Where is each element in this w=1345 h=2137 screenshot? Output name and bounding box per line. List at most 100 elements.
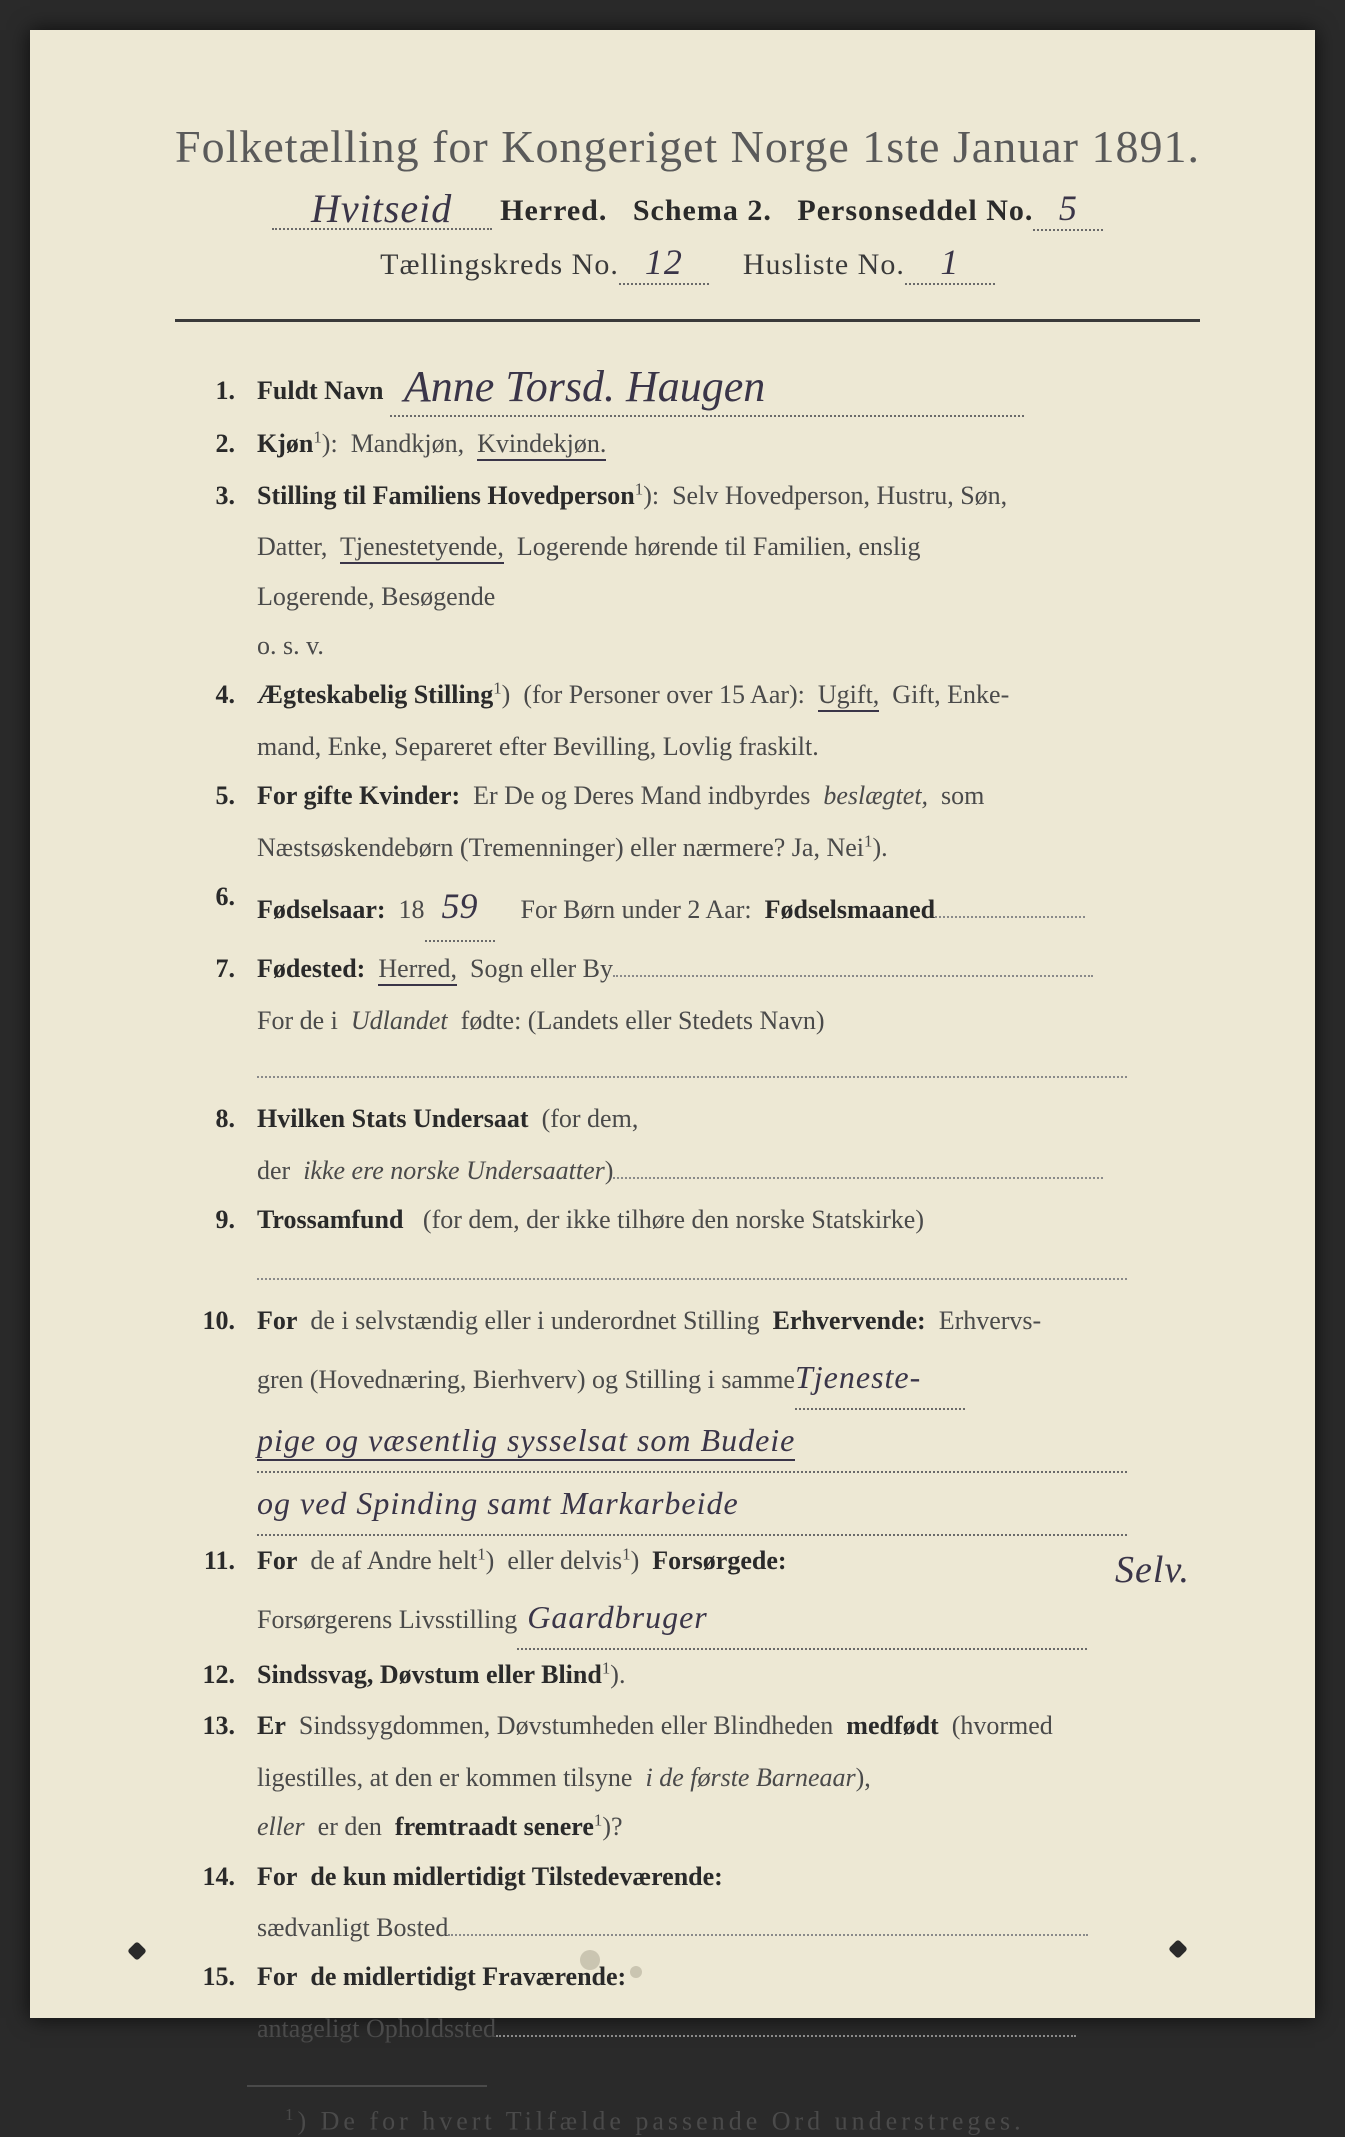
- q7-dots-line: [175, 1045, 1200, 1094]
- q1-row: 1. Fuldt Navn Anne Torsd. Haugen: [175, 366, 1200, 417]
- q3-sup: 1: [635, 479, 643, 498]
- q2-row: 2. Kjøn1): Mandkjøn, Kvindekjøn.: [175, 419, 1200, 468]
- q9-label: Trossamfund: [257, 1205, 403, 1234]
- q2-num: 2.: [175, 419, 257, 468]
- q12-content: Sindssvag, Døvstum eller Blind1).: [257, 1650, 1200, 1699]
- stain-1: [580, 1950, 600, 1970]
- q10-hand1: Tjeneste-: [795, 1359, 921, 1395]
- q3-line2-sel: Tjenestetyende,: [340, 532, 504, 564]
- q14-content: For de kun midlertidigt Tilstedeværende:: [257, 1852, 1200, 1901]
- kreds-field: 12: [619, 241, 709, 285]
- q8-num: 8.: [175, 1094, 257, 1143]
- pin-left: [127, 1941, 147, 1961]
- q3-line4: o. s. v.: [175, 621, 1200, 670]
- q11-sup2: 1: [622, 1544, 630, 1563]
- q5-line2-wrap: Næstsøskendebørn (Tremenninger) eller næ…: [175, 823, 1200, 872]
- q1-value: Anne Torsd. Haugen: [404, 362, 765, 411]
- footnote-sup: 1: [285, 2105, 297, 2124]
- q12-row: 12. Sindssvag, Døvstum eller Blind1).: [175, 1650, 1200, 1699]
- q10-hand3-wrap: og ved Spinding samt Markarbeide: [175, 1473, 1200, 1536]
- q14-line2: sædvanligt Bosted: [257, 1913, 448, 1942]
- page-background: Folketælling for Kongeriget Norge 1ste J…: [0, 0, 1345, 2048]
- q15-line1a: For: [257, 1962, 297, 1991]
- q15-line2: antageligt Opholdssted: [257, 2014, 496, 2043]
- q5-line1b: som: [941, 781, 984, 810]
- q11-num: 11.: [175, 1536, 257, 1585]
- q13-line2b: ),: [856, 1763, 871, 1792]
- q10-hand2-field: pige og væsentlig sysselsat som Budeie: [257, 1410, 1127, 1473]
- q12-sup: 1: [602, 1658, 610, 1677]
- q10-line2-wrap: gren (Hovednæring, Bierhverv) og Stillin…: [175, 1347, 1200, 1410]
- q15-dots: [496, 2009, 1076, 2037]
- herred-value: Hvitseid: [311, 186, 452, 231]
- q10-line1a: For: [257, 1306, 297, 1335]
- q7-num: 7.: [175, 944, 257, 993]
- q10-line1b: de i selvstændig eller i underordnet Sti…: [310, 1306, 759, 1335]
- q14-line1b: de kun midlertidigt Tilstedeværende:: [310, 1862, 722, 1891]
- q11-sup1: 1: [477, 1544, 485, 1563]
- q13-line1b: Sindssygdommen, Døvstumheden eller Blind…: [299, 1711, 833, 1740]
- q6-content: Fødselsaar: 1859 For Børn under 2 Aar: F…: [257, 872, 1200, 942]
- personseddel-label: Personseddel No.: [797, 194, 1033, 227]
- herred-field: Hvitseid: [272, 191, 492, 230]
- q11-hand-field: Gaardbruger: [517, 1587, 1087, 1650]
- q9-rest: (for dem, der ikke tilhøre den norske St…: [423, 1205, 924, 1234]
- q5-line2: Næstsøskendebørn (Tremenninger) eller næ…: [257, 833, 864, 862]
- q2-sup: 1: [313, 428, 321, 447]
- q6-dots: [935, 890, 1085, 918]
- q7-line2b: fødte: (Landets eller Stedets Navn): [461, 1006, 825, 1035]
- q10-num: 10.: [175, 1296, 257, 1345]
- q9-dots-line: [175, 1247, 1200, 1296]
- husliste-value: 1: [940, 242, 959, 282]
- q11-row: 11. For de af Andre helt1) eller delvis1…: [175, 1536, 1200, 1585]
- q10-hand2: pige og væsentlig sysselsat som Budeie: [257, 1422, 795, 1461]
- q2-opt-b: Kvindekjøn.: [477, 429, 606, 461]
- q5-row: 5. For gifte Kvinder: Er De og Deres Man…: [175, 771, 1200, 820]
- q6-rest-b: Fødselsmaaned: [765, 895, 935, 924]
- q13-line2a: ligestilles, at den er kommen tilsyne: [257, 1763, 632, 1792]
- q4-line1b: Gift, Enke-: [892, 680, 1009, 709]
- q10-hand3-field: og ved Spinding samt Markarbeide: [257, 1473, 1127, 1536]
- q13-line3a: er den: [318, 1812, 382, 1841]
- q5-line1a: Er De og Deres Mand indbyrdes: [473, 781, 810, 810]
- q11-line1a: For: [257, 1546, 297, 1575]
- kreds-value: 12: [645, 242, 683, 282]
- header-line-2: Hvitseid Herred. Schema 2. Personseddel …: [175, 187, 1200, 231]
- header-block: Folketælling for Kongeriget Norge 1ste J…: [175, 120, 1200, 285]
- q1-num: 1.: [175, 366, 257, 417]
- q2-opt-a: Mandkjøn,: [351, 429, 464, 458]
- personseddel-value: 5: [1059, 188, 1078, 228]
- q8-content: Hvilken Stats Undersaat (for dem,: [257, 1094, 1200, 1143]
- footnote: 1) De for hvert Tilfælde passende Ord un…: [175, 2105, 1200, 2137]
- q7-sel: Herred,: [378, 954, 457, 986]
- q4-line1-sel: Ugift,: [818, 680, 879, 712]
- q3-row: 3. Stilling til Familiens Hovedperson1):…: [175, 471, 1200, 520]
- q13-line1d: (hvormed: [952, 1711, 1053, 1740]
- footnote-text: De for hvert Tilfælde passende Ord under…: [321, 2107, 1025, 2136]
- q1-content: Fuldt Navn Anne Torsd. Haugen: [257, 366, 1200, 417]
- q7-rest: Sogn eller By: [470, 954, 613, 983]
- stain-2: [630, 1966, 642, 1978]
- q13-line3b: fremtraadt senere: [395, 1812, 594, 1841]
- q10-line2: gren (Hovednæring, Bierhverv) og Stillin…: [257, 1365, 795, 1394]
- document-page: Folketælling for Kongeriget Norge 1ste J…: [30, 30, 1315, 2018]
- q15-line1b: de midlertidigt Fraværende:: [310, 1962, 626, 1991]
- q10-hand3: og ved Spinding samt Markarbeide: [257, 1485, 739, 1521]
- q11-hand: Gaardbruger: [527, 1599, 707, 1635]
- q9-dots: [257, 1252, 1127, 1280]
- q11-line2: Forsørgerens Livsstilling: [257, 1605, 517, 1634]
- q6-num: 6.: [175, 872, 257, 942]
- q11-line1c: eller delvis: [507, 1546, 622, 1575]
- q15-row: 15. For de midlertidigt Fraværende:: [175, 1952, 1200, 2001]
- q13-sup: 1: [594, 1811, 602, 1830]
- q6-year-value: 59: [442, 886, 478, 926]
- q4-row: 4. Ægteskabelig Stilling1) (for Personer…: [175, 670, 1200, 719]
- q5-sup: 1: [864, 831, 872, 850]
- q15-content: For de midlertidigt Fraværende:: [257, 1952, 1200, 2001]
- q6-row: 6. Fødselsaar: 1859 For Børn under 2 Aar…: [175, 872, 1200, 942]
- q3-line2: Datter, Tjenestetyende, Logerende hørend…: [175, 522, 1200, 571]
- husliste-field: 1: [905, 241, 995, 285]
- q5-line1i: beslægtet,: [823, 781, 928, 810]
- q7-label: Fødested:: [257, 954, 365, 983]
- q8-line2: der: [257, 1156, 290, 1185]
